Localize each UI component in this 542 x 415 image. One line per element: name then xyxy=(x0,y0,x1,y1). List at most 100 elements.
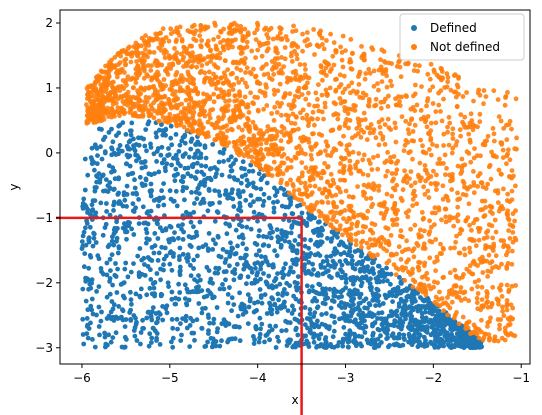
point-defined xyxy=(108,268,113,273)
point-not-defined xyxy=(348,171,354,176)
point-defined xyxy=(174,203,180,209)
point-defined xyxy=(80,286,86,292)
point-not-defined xyxy=(132,110,138,116)
point-defined xyxy=(425,298,431,304)
point-not-defined xyxy=(443,214,449,220)
point-defined xyxy=(469,343,475,348)
point-defined xyxy=(102,150,108,156)
point-not-defined xyxy=(447,288,452,294)
point-defined xyxy=(203,242,209,248)
point-defined xyxy=(131,136,136,142)
point-defined xyxy=(147,237,152,242)
point-not-defined xyxy=(227,98,232,103)
point-defined xyxy=(128,132,134,138)
point-defined xyxy=(401,336,407,341)
point-defined xyxy=(212,188,218,194)
legend: Defined Not defined xyxy=(399,13,525,61)
point-defined xyxy=(145,221,151,227)
point-not-defined xyxy=(284,182,290,187)
point-not-defined xyxy=(297,191,303,197)
point-not-defined xyxy=(391,262,397,267)
point-defined xyxy=(188,146,194,152)
point-not-defined xyxy=(466,201,472,207)
point-defined xyxy=(329,275,334,280)
point-defined xyxy=(129,120,135,126)
point-defined xyxy=(264,180,270,186)
point-not-defined xyxy=(225,128,230,134)
point-defined xyxy=(147,331,153,337)
point-defined xyxy=(282,192,287,197)
point-defined xyxy=(304,283,310,289)
point-not-defined xyxy=(361,152,367,158)
point-not-defined xyxy=(421,184,426,190)
point-not-defined xyxy=(452,245,457,251)
point-defined xyxy=(261,198,267,204)
point-not-defined xyxy=(228,71,234,77)
point-not-defined xyxy=(407,176,412,182)
point-defined xyxy=(110,282,115,288)
point-defined xyxy=(104,316,110,321)
point-defined xyxy=(227,174,233,179)
point-defined xyxy=(104,209,109,214)
point-defined xyxy=(302,305,308,310)
point-defined xyxy=(351,296,357,302)
point-not-defined xyxy=(445,124,450,130)
point-not-defined xyxy=(336,186,342,192)
point-defined xyxy=(248,266,254,271)
point-defined xyxy=(110,165,116,171)
point-defined xyxy=(324,254,330,260)
point-not-defined xyxy=(294,145,299,151)
point-defined xyxy=(104,294,110,300)
point-defined xyxy=(393,293,399,299)
point-defined xyxy=(258,276,263,282)
point-defined xyxy=(91,231,97,237)
point-not-defined xyxy=(231,110,237,115)
point-defined xyxy=(81,196,87,202)
point-not-defined xyxy=(461,290,466,296)
point-defined xyxy=(343,285,349,291)
point-not-defined xyxy=(139,35,145,41)
point-defined xyxy=(227,195,233,201)
point-defined xyxy=(367,302,373,308)
point-defined xyxy=(235,177,241,183)
point-defined xyxy=(160,132,166,138)
point-not-defined xyxy=(428,61,434,67)
point-not-defined xyxy=(246,110,252,115)
point-not-defined xyxy=(236,80,242,85)
point-defined xyxy=(191,330,197,336)
point-defined xyxy=(159,188,165,194)
point-defined xyxy=(154,319,160,325)
point-defined xyxy=(79,239,85,245)
point-not-defined xyxy=(170,61,176,67)
point-not-defined xyxy=(450,145,456,151)
point-defined xyxy=(162,165,168,171)
point-not-defined xyxy=(125,74,131,80)
point-defined xyxy=(138,286,144,292)
x-tick-label: −1 xyxy=(512,371,530,385)
point-not-defined xyxy=(219,106,225,111)
point-defined xyxy=(424,324,430,329)
point-not-defined xyxy=(379,67,385,73)
point-defined xyxy=(267,306,273,312)
point-not-defined xyxy=(218,125,224,131)
point-not-defined xyxy=(461,122,467,127)
point-not-defined xyxy=(464,149,470,155)
point-not-defined xyxy=(122,58,127,63)
point-defined xyxy=(339,275,345,281)
point-not-defined xyxy=(271,118,277,123)
point-defined xyxy=(356,301,362,306)
point-not-defined xyxy=(306,169,312,175)
point-not-defined xyxy=(139,108,145,113)
point-not-defined xyxy=(394,64,400,69)
point-not-defined xyxy=(495,317,501,322)
point-not-defined xyxy=(181,124,187,130)
point-defined xyxy=(320,288,326,293)
point-not-defined xyxy=(393,102,399,108)
point-defined xyxy=(304,316,310,321)
point-not-defined xyxy=(385,104,391,109)
point-not-defined xyxy=(501,186,506,192)
point-not-defined xyxy=(320,190,325,196)
point-defined xyxy=(250,180,256,186)
point-not-defined xyxy=(412,62,418,68)
point-not-defined xyxy=(191,36,197,42)
